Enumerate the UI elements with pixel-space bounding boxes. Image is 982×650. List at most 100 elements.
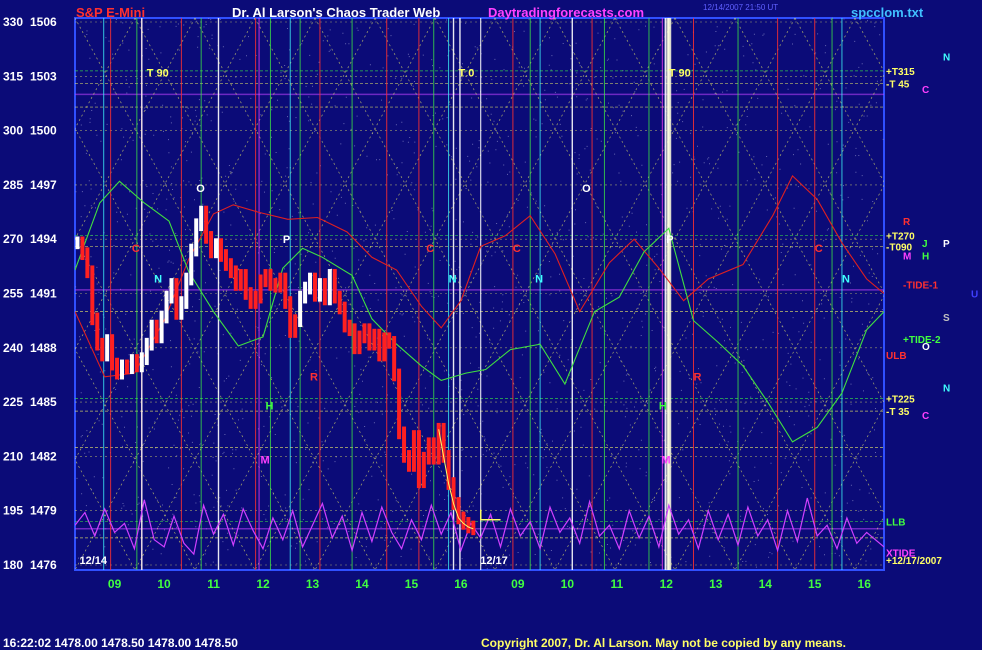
price-bar [402,426,407,463]
price-bar [134,354,139,373]
price-bar [347,319,352,337]
flux-label: H [659,400,667,412]
planet-label: O [922,342,930,353]
price-bar [406,450,411,472]
x-tick-label: 11 [207,577,220,591]
level-label: LLB [886,518,905,529]
x-tick-label: 12 [256,577,270,591]
price-bar [80,236,85,261]
price-bar [357,330,362,355]
level-label: +T315 [886,67,915,78]
flux-label: M [261,455,270,467]
price-bar [456,497,461,525]
y-tick-label-right: 1506 [30,15,57,29]
price-bar [243,269,248,300]
planet-label: M [903,251,911,262]
flux-label: N [535,274,543,286]
planet-label: U [971,290,978,301]
y-tick-label-left: 330 [3,15,23,29]
price-bar [332,269,337,304]
x-tick-label: 12 [660,577,674,591]
price-bar [139,352,144,373]
y-tick-label-left: 255 [3,287,23,301]
flux-label: R [310,371,318,383]
flux-label: O [582,183,591,195]
flux-label: P [283,234,290,246]
price-bar [436,422,441,465]
planet-label: S [943,313,950,324]
planet-label: P [943,239,950,250]
price-bar [397,368,402,440]
flux-label: C [815,243,823,255]
price-bar [144,337,149,365]
flux-label: C [426,243,434,255]
price-bar [441,422,446,463]
price-bar [431,437,436,465]
flux-label: P [666,234,673,246]
y-tick-label-right: 1485 [30,395,57,409]
price-bar [149,319,154,351]
price-bar [95,312,100,351]
y-tick-label-right: 1482 [30,449,57,463]
price-bar [105,334,110,362]
x-tick-label: 16 [858,577,872,591]
y-tick-label-right: 1488 [30,341,57,355]
flux-label: O [196,183,205,195]
price-bar [322,278,327,306]
flux-label: C [132,243,140,255]
y-tick-label-left: 285 [3,178,23,192]
price-bar [382,332,387,362]
site-link[interactable]: Daytradingforecasts.com [488,5,645,20]
y-tick-label-left: 195 [3,504,23,518]
price-bar [362,323,367,344]
x-tick-label: 09 [108,577,122,591]
planet-label: J [922,239,928,250]
end-date-label: +12/17/2007 [886,556,942,567]
price-bar [115,357,120,380]
price-bar [263,269,268,288]
y-tick-label-left: 270 [3,232,23,246]
price-bar [278,272,283,293]
price-bar [214,238,219,259]
price-bar [283,272,288,309]
y-tick-label-left: 180 [3,558,23,572]
price-bar [238,269,243,291]
x-tick-label: 15 [808,577,822,591]
price-bar [228,258,233,279]
price-bar [189,243,194,286]
y-tick-label-left: 300 [3,124,23,138]
price-bar [184,272,189,309]
x-tick-label: 10 [157,577,171,591]
price-bar [461,511,466,530]
price-bar [179,296,184,320]
price-bar [253,290,258,309]
planet-label: -TIDE-1 [903,280,938,291]
y-tick-label-left: 240 [3,341,23,355]
price-bar [451,477,456,510]
timestamp: 12/14/2007 21:50 UT [703,3,779,12]
price-bar [75,236,80,250]
price-bar [288,296,293,338]
x-tick-label: 14 [355,577,369,591]
tide-1-line [75,174,884,378]
price-bar [129,354,134,375]
flux-label: H [265,400,273,412]
price-bar [421,451,426,489]
price-bar [248,287,253,309]
planet-label: H [922,251,929,262]
price-bar [392,336,397,382]
level-label: +T225 [886,394,915,405]
planet-label: C [922,411,929,422]
price-bar [372,328,377,351]
flux-label: N [154,274,162,286]
y-tick-label-right: 1479 [30,504,57,518]
flux-label: N [449,274,457,286]
price-bar [199,205,204,232]
price-bar [387,332,392,349]
level-label: -T 45 [886,80,910,91]
price-bar [377,328,382,362]
date-label: 12/17 [480,555,508,567]
price-bar [466,517,471,534]
price-bar [446,450,451,490]
